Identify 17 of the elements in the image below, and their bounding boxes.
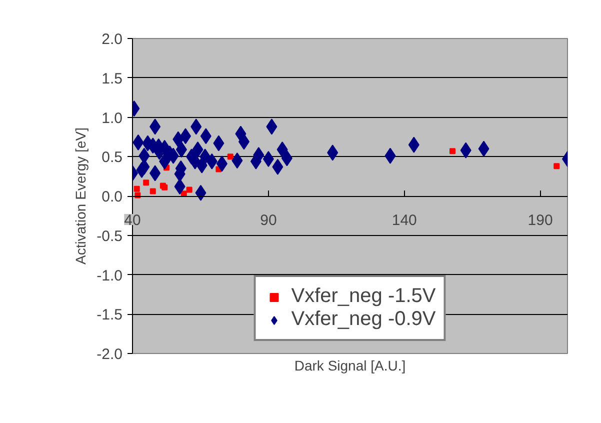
y-tick-label: -1.0 bbox=[96, 267, 123, 284]
legend-label: Vxfer_neg -0.9V bbox=[291, 308, 436, 331]
x-tick-label: 140 bbox=[392, 212, 417, 229]
y-tick-label: -0.5 bbox=[96, 228, 123, 245]
y-tick-label: 1.0 bbox=[102, 110, 123, 127]
x-axis-title: Dark Signal [A.U.] bbox=[294, 358, 406, 374]
y-tick-label: 1.5 bbox=[102, 70, 123, 88]
legend-label: Vxfer_neg -1.5V bbox=[291, 285, 436, 308]
x-tick-label: 190 bbox=[528, 212, 553, 229]
y-tick-label: -2.0 bbox=[96, 346, 123, 363]
x-tick-label: 40 bbox=[124, 212, 141, 229]
y-tick-label: -1.5 bbox=[96, 306, 123, 324]
x-tick-label: 90 bbox=[260, 212, 277, 229]
y-axis-title: Activation Evergy [eV] bbox=[72, 128, 89, 264]
y-tick-label: 0.5 bbox=[102, 149, 123, 166]
y-tick-label: 0.0 bbox=[102, 188, 123, 206]
y-tick-label: 2.0 bbox=[102, 31, 123, 48]
